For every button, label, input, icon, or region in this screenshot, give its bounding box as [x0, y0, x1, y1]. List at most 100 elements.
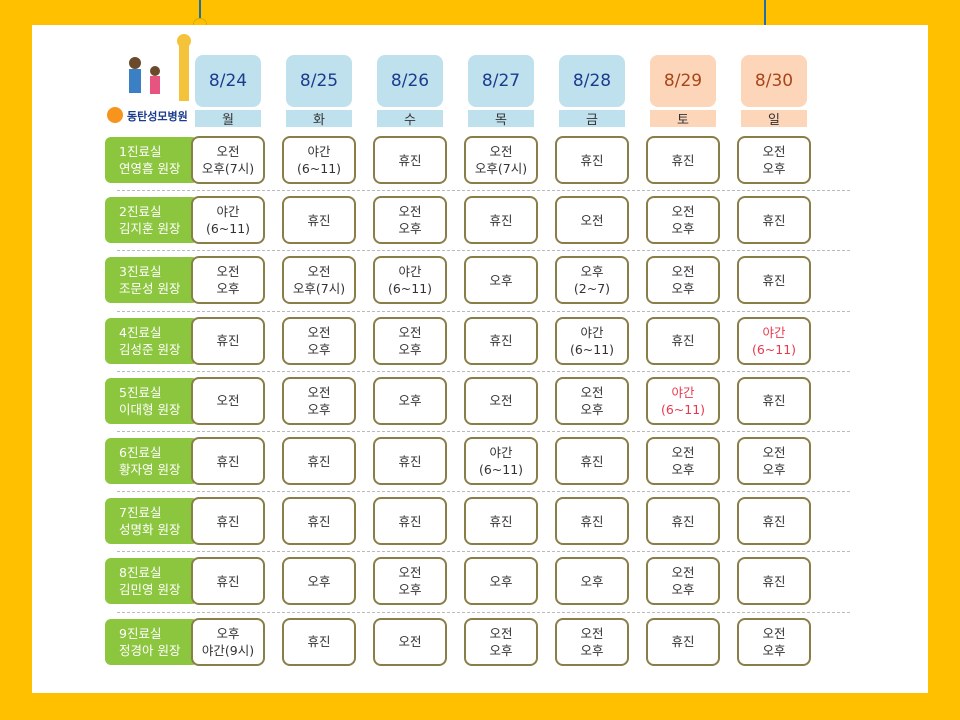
schedule-cell: 오전 오후 — [373, 196, 447, 245]
label-line: 6진료실 — [119, 445, 162, 460]
cell-line: 오전 — [580, 212, 604, 228]
cell-line: 오후 — [671, 582, 695, 598]
weekday: 금 — [559, 110, 625, 128]
cell-line: 오전 — [216, 264, 240, 280]
figure — [129, 69, 141, 93]
schedule-cell: 오전 오후 — [646, 196, 720, 245]
schedule-cell: 오전 오후 — [646, 437, 720, 485]
figure — [150, 76, 160, 94]
cell-line: 휴진 — [216, 513, 240, 529]
figure — [150, 66, 160, 76]
cell-line: 휴진 — [489, 333, 513, 349]
cell-line: 야간 — [398, 264, 422, 280]
schedule-cell: 휴진 — [191, 437, 265, 485]
panel: 동탄성모병원 8/24 월 8/25 화 8/26 수 8/27 목 8/28 금 8/29 토 8/3… — [32, 25, 928, 693]
schedule-cell: 휴진 — [646, 617, 720, 666]
cell-line: 오전 — [398, 204, 422, 220]
cell-line: 휴진 — [307, 634, 331, 650]
giraffe — [179, 41, 189, 101]
schedule-cell: 휴진 — [373, 497, 447, 546]
schedule-cell: 휴진 — [282, 437, 356, 485]
schedule-cell: 휴진 — [191, 557, 265, 606]
weekday: 수 — [377, 110, 443, 128]
cell-line: 오후 — [398, 221, 422, 237]
schedule-cell: 휴진 — [737, 376, 811, 425]
label-line: 김성준 원장 — [119, 341, 181, 357]
logo-text: 동탄성모병원 — [127, 109, 188, 123]
schedule-cell: 오전 오후(7시) — [464, 136, 538, 184]
schedule-cell: 휴진 — [737, 256, 811, 305]
row-separator — [117, 310, 850, 312]
schedule-cell: 오전 오후 — [555, 376, 629, 425]
cell-line: 오후(7시) — [292, 281, 346, 297]
cell-line: 휴진 — [489, 513, 513, 529]
schedule-cell: 야간 (6~11) — [373, 256, 447, 305]
cell-line: 휴진 — [762, 393, 786, 409]
cell-line: 오후 — [489, 573, 513, 589]
label-line: 7진료실 — [119, 505, 162, 521]
date: 8/30 — [741, 55, 807, 107]
cell-line: 휴진 — [762, 573, 786, 589]
schedule-cell: 오전 오후 — [464, 617, 538, 666]
cell-line: 오후(7시) — [201, 161, 255, 176]
label-line: 2진료실 — [119, 204, 162, 220]
label-line: 1진료실 — [119, 144, 162, 159]
schedule-cell: 오전 오후(7시) — [282, 256, 356, 305]
schedule-cell: 오후 — [373, 376, 447, 425]
weekday: 화 — [286, 110, 352, 128]
cell-line: (6~11) — [387, 281, 433, 297]
cell-line: 오후 — [307, 401, 331, 417]
schedule-cell: 휴진 — [282, 497, 356, 546]
schedule-cell: 오전 오후 — [646, 557, 720, 606]
schedule-cell: 휴진 — [282, 617, 356, 666]
date: 8/25 — [286, 55, 352, 107]
cell-line: 오전 — [762, 445, 786, 460]
schedule-cell: 오전 — [373, 617, 447, 666]
schedule-cell: 휴진 — [464, 196, 538, 245]
schedule-cell: 휴진 — [191, 497, 265, 546]
schedule-cell: 휴진 — [373, 136, 447, 184]
cell-line: 휴진 — [671, 634, 695, 650]
date: 8/24 — [195, 55, 261, 107]
cell-line: 오전 — [216, 144, 240, 159]
cell-line: 오전 — [398, 565, 422, 581]
cell-line: 오후 — [398, 393, 422, 409]
cell-line: 야간 — [489, 445, 513, 460]
label-line: 5진료실 — [119, 384, 162, 400]
schedule-cell: 오전 오후 — [282, 376, 356, 425]
cell-line: 휴진 — [398, 152, 422, 168]
cell-line: 오후 — [762, 161, 786, 176]
cell-line: 오후 — [398, 582, 422, 598]
cell-line: 오후 — [580, 264, 604, 280]
cell-line: 오후 — [580, 401, 604, 417]
schedule-cell: 야간 (6~11) — [464, 437, 538, 485]
cell-line: 오후 — [671, 221, 695, 237]
schedule-cell: 휴진 — [646, 316, 720, 365]
cell-line: 오후 — [489, 272, 513, 288]
schedule-cell: 오전 오후 — [646, 256, 720, 305]
label-line: 4진료실 — [119, 324, 162, 340]
cell-line: 오전 — [671, 204, 695, 220]
schedule-cell: 오전 오후 — [555, 617, 629, 666]
cell-line: 야간 — [216, 204, 240, 220]
cell-line: (6~11) — [205, 221, 251, 237]
schedule-cell: 오전 오후 — [282, 316, 356, 365]
room-label: 8진료실 김민영 원장 — [105, 558, 198, 605]
date: 8/28 — [559, 55, 625, 107]
cell-line: 오전 — [307, 264, 331, 280]
cell-line: 오후 — [489, 642, 513, 658]
schedule-cell: 오후 — [464, 557, 538, 606]
cell-line: 오전 — [489, 625, 513, 641]
cell-line: 오전 — [580, 625, 604, 641]
date: 8/27 — [468, 55, 534, 107]
cell-line: 휴진 — [216, 453, 240, 469]
cell-line: 오전 — [307, 384, 331, 400]
schedule-cell: 야간 (6~11) — [737, 316, 811, 365]
schedule-cell: 휴진 — [737, 497, 811, 546]
cell-line: 휴진 — [216, 573, 240, 589]
label-line: 정경아 원장 — [119, 642, 181, 658]
cell-line: (6~11) — [569, 341, 615, 357]
cell-line: 휴진 — [489, 212, 513, 228]
cell-line: 야간(9시) — [201, 642, 255, 658]
